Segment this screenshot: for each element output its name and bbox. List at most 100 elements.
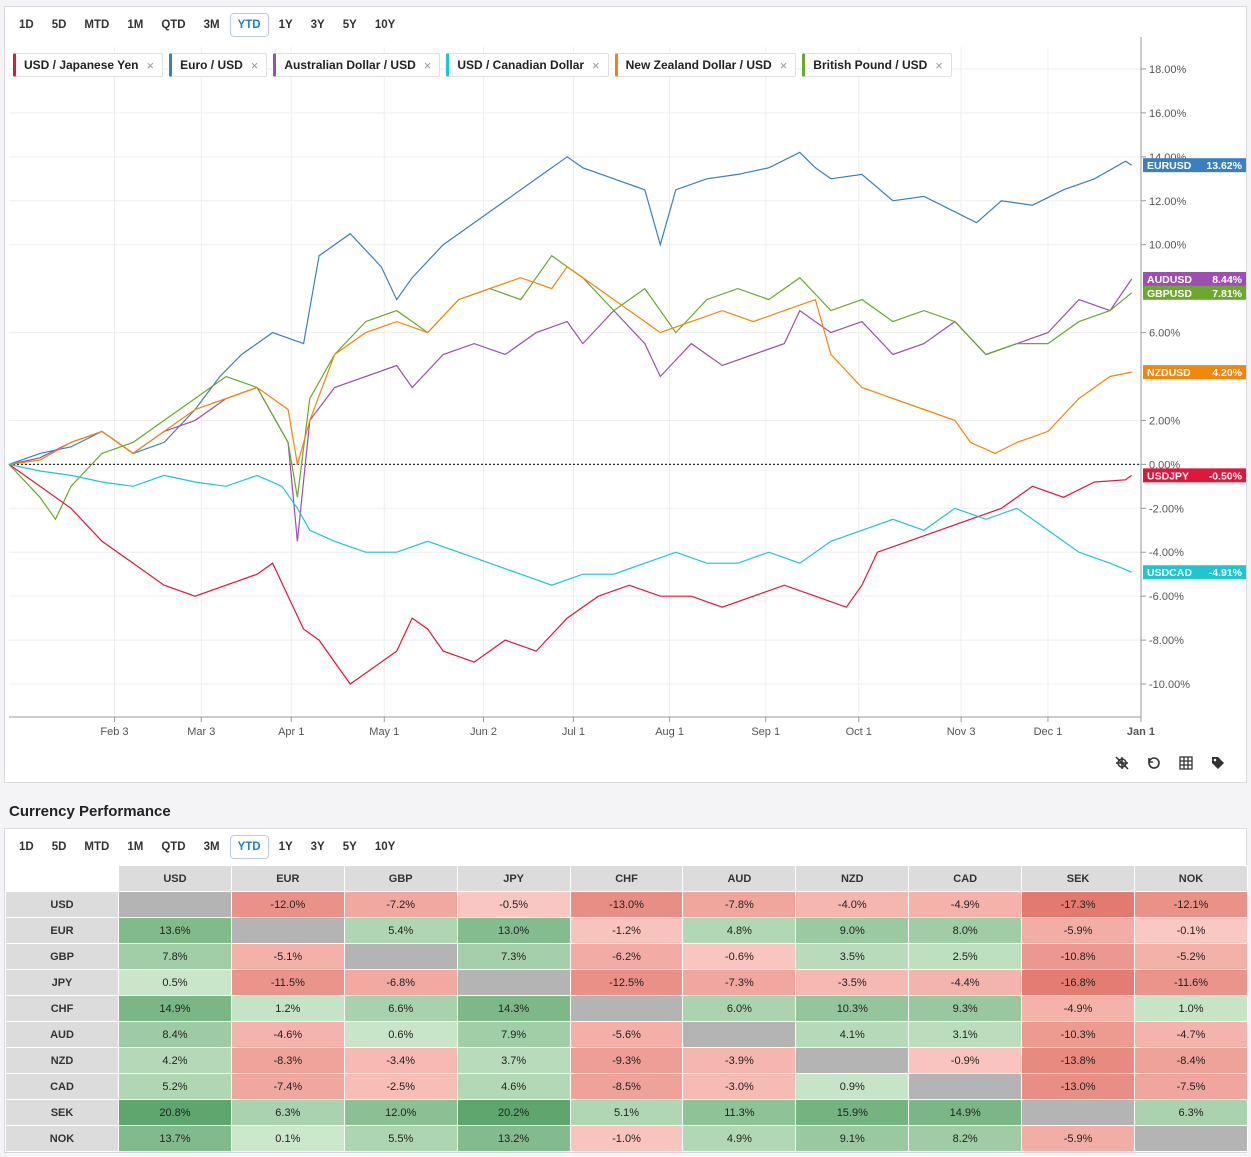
chart-panel: 1D 5D MTD 1M QTD 3M YTD 1Y 3Y 5Y 10Y 18.00% 16.00% 1… [4, 6, 1247, 783]
table-cell: 4.6% [456, 1073, 571, 1100]
range-button-ytd[interactable]: YTD [229, 13, 269, 37]
last-value: -4.91% [1209, 567, 1243, 579]
table-cell: 5.4% [343, 917, 458, 944]
legend-item[interactable]: Euro / USD × [169, 53, 268, 77]
table-cell: -8.5% [569, 1073, 684, 1100]
line-chart[interactable]: 18.00%16.00%14.00%12.00%10.00%6.00%2.00%… [5, 7, 1248, 784]
range-button-1d[interactable]: 1D [19, 19, 34, 31]
last-value: 13.62% [1206, 160, 1242, 172]
table-cell: 8.0% [908, 917, 1023, 944]
table-cell: 13.0% [456, 917, 571, 944]
range-button-1y[interactable]: 1Y [278, 841, 293, 853]
x-tick-label: May 1 [369, 726, 399, 738]
y-tick-label: 18.00% [1149, 64, 1187, 76]
table-cell: 3.1% [908, 1021, 1023, 1048]
last-value-name: USDJPY [1147, 470, 1189, 482]
last-value-name: USDCAD [1147, 567, 1192, 579]
range-button-qtd[interactable]: QTD [161, 19, 186, 31]
column-header: SEK [1021, 865, 1136, 892]
range-button-5d[interactable]: 5D [51, 841, 67, 853]
last-value-name: GBPUSD [1147, 288, 1192, 300]
row-header: CHF [5, 995, 119, 1022]
last-value-badge [1143, 365, 1246, 380]
table-cell: -12.1% [1134, 891, 1248, 918]
last-value-name: NZDUSD [1147, 367, 1191, 379]
table-cell: 2.5% [908, 943, 1023, 970]
table-header-row: USD EUR GBP JPY CHF AUD NZD CAD SEK NOK [5, 865, 1248, 892]
table-cell: 9.0% [795, 917, 910, 944]
x-tick-label: Mar 3 [187, 726, 215, 738]
table-cell [569, 995, 684, 1022]
range-button-mtd[interactable]: MTD [84, 841, 110, 853]
range-button-5y[interactable]: 5Y [342, 19, 357, 31]
reset-zoom-icon[interactable] [1146, 755, 1162, 771]
range-button-qtd[interactable]: QTD [161, 841, 186, 853]
table-cell: 4.8% [682, 917, 797, 944]
column-header: NOK [1134, 865, 1248, 892]
range-button-10y[interactable]: 10Y [374, 19, 396, 31]
range-button-1y[interactable]: 1Y [278, 19, 293, 31]
range-button-5d[interactable]: 5D [51, 19, 67, 31]
series-line-usdcad [8, 463, 1132, 586]
range-button-5y[interactable]: 5Y [342, 841, 357, 853]
range-button-ytd[interactable]: YTD [229, 835, 269, 859]
table-cell: 15.9% [795, 1099, 910, 1126]
legend-item[interactable]: British Pound / USD × [802, 53, 952, 77]
x-tick-label: Dec 1 [1034, 726, 1063, 738]
close-icon[interactable]: × [592, 57, 600, 73]
legend-label: Euro / USD [180, 58, 243, 72]
x-tick-label: Nov 3 [947, 726, 976, 738]
table-cell: 8.4% [118, 1021, 232, 1048]
range-button-1m[interactable]: 1M [127, 19, 144, 31]
chart-legend: USD / Japanese Yen × Euro / USD × Australian… [13, 53, 952, 77]
crosshair-off-icon[interactable] [1114, 755, 1130, 771]
table-cell: -3.9% [682, 1047, 797, 1074]
table-cell: 10.3% [795, 995, 910, 1022]
table-cell: -17.3% [1021, 891, 1136, 918]
column-header: NZD [795, 865, 910, 892]
close-icon[interactable]: × [250, 57, 259, 73]
legend-item[interactable]: Australian Dollar / USD × [273, 53, 441, 77]
table-cell: 6.0% [682, 995, 797, 1022]
table-cell: -4.4% [908, 969, 1023, 996]
row-header: NZD [5, 1047, 119, 1074]
range-button-3m[interactable]: 3M [203, 19, 220, 31]
y-tick-label: 12.00% [1149, 196, 1187, 208]
range-button-10y[interactable]: 10Y [374, 841, 396, 853]
legend-item[interactable]: USD / Japanese Yen × [13, 53, 164, 77]
table-cell: -2.5% [343, 1073, 458, 1100]
table-cell: -7.4% [230, 1073, 345, 1100]
legend-item[interactable]: New Zealand Dollar / USD × [614, 53, 797, 77]
range-button-1m[interactable]: 1M [127, 841, 144, 853]
table-cell: -16.8% [1021, 969, 1136, 996]
table-cell: -4.0% [795, 891, 910, 918]
close-icon[interactable]: × [779, 57, 788, 73]
close-icon[interactable]: × [423, 57, 432, 73]
grid-icon[interactable] [1178, 755, 1194, 771]
column-header: CHF [569, 865, 684, 892]
table-cell: -5.9% [1021, 917, 1136, 944]
row-header: GBP [5, 943, 119, 970]
table-corner [5, 865, 119, 892]
table-cell: 0.9% [795, 1073, 910, 1100]
series-line-gbpusd [8, 254, 1133, 521]
x-tick-label: Aug 1 [655, 726, 684, 738]
range-button-1d[interactable]: 1D [19, 841, 34, 853]
range-button-mtd[interactable]: MTD [84, 19, 110, 31]
table-cell: 1.2% [230, 995, 345, 1022]
tag-icon[interactable] [1210, 755, 1226, 771]
range-button-3y[interactable]: 3Y [310, 19, 325, 31]
range-button-3y[interactable]: 3Y [310, 841, 325, 853]
table-cell: -1.2% [569, 917, 684, 944]
close-icon[interactable]: × [146, 57, 155, 73]
table-cell: 12.0% [343, 1099, 458, 1126]
range-button-3m[interactable]: 3M [203, 841, 220, 853]
table-cell: -4.9% [1021, 995, 1136, 1022]
table-cell: 9.1% [795, 1125, 910, 1152]
legend-item[interactable]: USD / Canadian Dollar × [446, 53, 609, 77]
table-cell [682, 1021, 797, 1048]
row-header: NOK [5, 1125, 119, 1152]
performance-table: USD EUR GBP JPY CHF AUD NZD CAD SEK NOK USD -12.0% -… [5, 865, 1248, 1152]
table-cell: -4.7% [1134, 1021, 1248, 1048]
close-icon[interactable]: × [935, 57, 943, 73]
